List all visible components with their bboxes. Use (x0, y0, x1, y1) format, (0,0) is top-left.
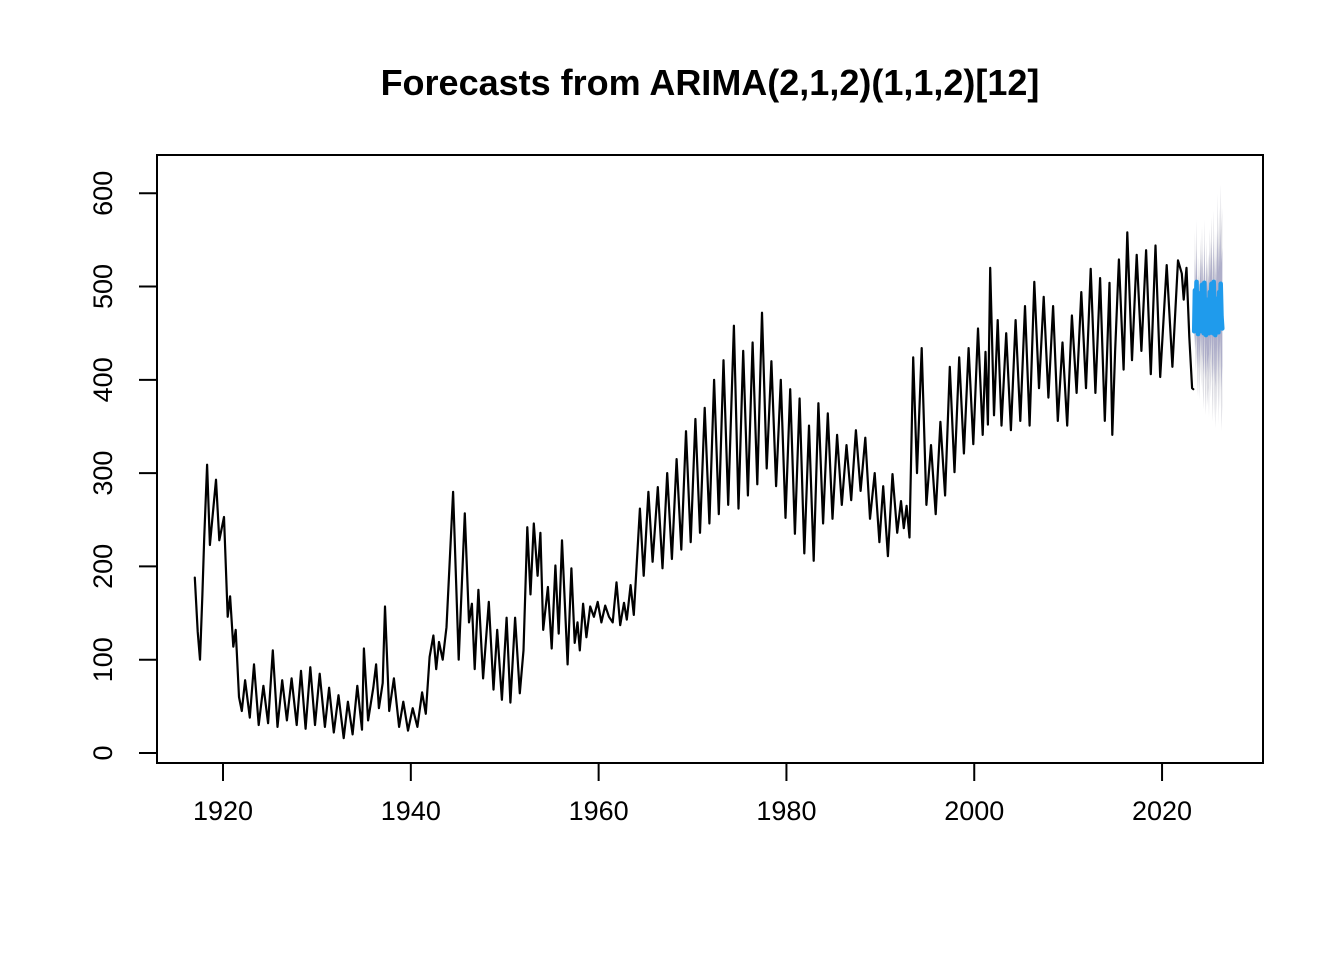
y-axis-tick-label: 300 (88, 451, 118, 496)
y-axis-tick-label: 400 (88, 357, 118, 402)
y-axis-tick-label: 0 (88, 745, 118, 760)
x-axis-tick-label: 1940 (381, 796, 441, 826)
chart-title: Forecasts from ARIMA(2,1,2)(1,1,2)[12] (380, 62, 1040, 103)
y-axis-tick-label: 500 (88, 264, 118, 309)
y-axis-tick-label: 100 (88, 637, 118, 682)
x-axis-tick-label: 1980 (756, 796, 816, 826)
plot-box (156, 154, 1264, 764)
y-axis-tick-label: 200 (88, 544, 118, 589)
x-axis-tick-label: 1920 (193, 796, 253, 826)
y-axis-tick-label: 600 (88, 171, 118, 216)
forecast-mean-line (1191, 279, 1225, 338)
x-axis-tick-label: 1960 (569, 796, 629, 826)
x-axis-tick-label: 2020 (1132, 796, 1192, 826)
x-axis-tick-label: 2000 (944, 796, 1004, 826)
observed-line (193, 231, 1195, 740)
